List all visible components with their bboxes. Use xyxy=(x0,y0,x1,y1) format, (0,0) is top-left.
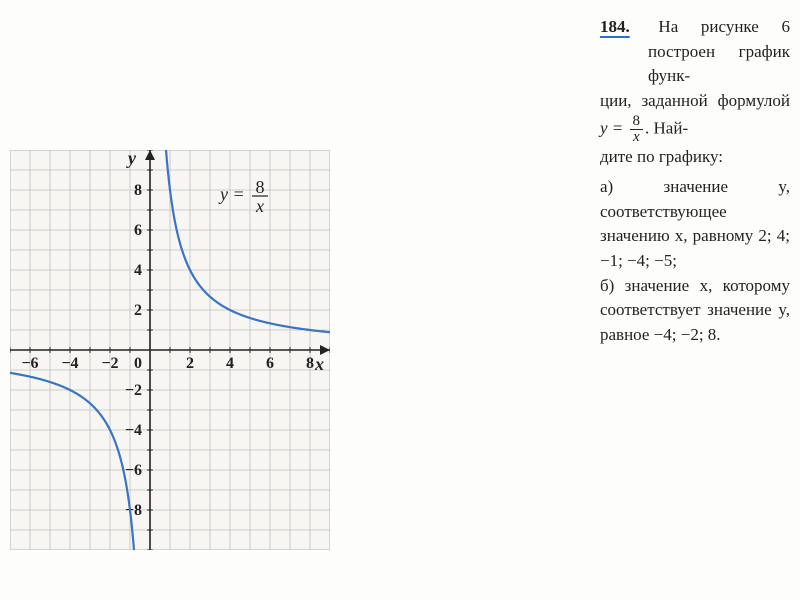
problem-text: 184. На рисунке 6 построен график функ- … xyxy=(350,10,790,348)
svg-text:−4: −4 xyxy=(125,422,142,439)
svg-text:−4: −4 xyxy=(61,355,78,372)
svg-text:x: x xyxy=(255,196,264,216)
text-line1: На рисунке 6 построен график функ- xyxy=(648,17,790,85)
text-line3: дите по графику: xyxy=(600,147,723,166)
text-line2a: ции, заданной формулой xyxy=(600,91,790,110)
chart-container: −6−4−22468−8−6−4−224680yxy = 8x xyxy=(10,150,330,550)
svg-text:−8: −8 xyxy=(125,502,142,519)
svg-text:0: 0 xyxy=(134,355,142,372)
svg-text:2: 2 xyxy=(134,302,142,319)
svg-text:2: 2 xyxy=(186,355,194,372)
formula-prefix: y = xyxy=(600,118,628,137)
svg-text:y =: y = xyxy=(218,184,245,204)
svg-text:6: 6 xyxy=(134,222,142,239)
svg-text:4: 4 xyxy=(134,262,142,279)
svg-text:−2: −2 xyxy=(125,382,142,399)
svg-text:6: 6 xyxy=(266,355,274,372)
part-a: а) значение y, соответствующее значению … xyxy=(600,177,790,270)
svg-text:−2: −2 xyxy=(101,355,118,372)
problem-number: 184. xyxy=(600,17,630,36)
svg-text:−6: −6 xyxy=(125,462,142,479)
svg-text:8: 8 xyxy=(256,177,265,197)
svg-text:8: 8 xyxy=(306,355,314,372)
svg-text:x: x xyxy=(314,354,324,374)
formula-fraction: 8x xyxy=(630,114,644,145)
hyperbola-chart: −6−4−22468−8−6−4−224680yxy = 8x xyxy=(10,150,330,550)
svg-text:4: 4 xyxy=(226,355,234,372)
svg-text:y: y xyxy=(126,150,137,168)
text-line2b: . Най- xyxy=(645,118,688,137)
svg-text:8: 8 xyxy=(134,182,142,199)
svg-text:−6: −6 xyxy=(21,355,38,372)
part-b: б) значение x, которому соответствует зн… xyxy=(600,276,790,344)
